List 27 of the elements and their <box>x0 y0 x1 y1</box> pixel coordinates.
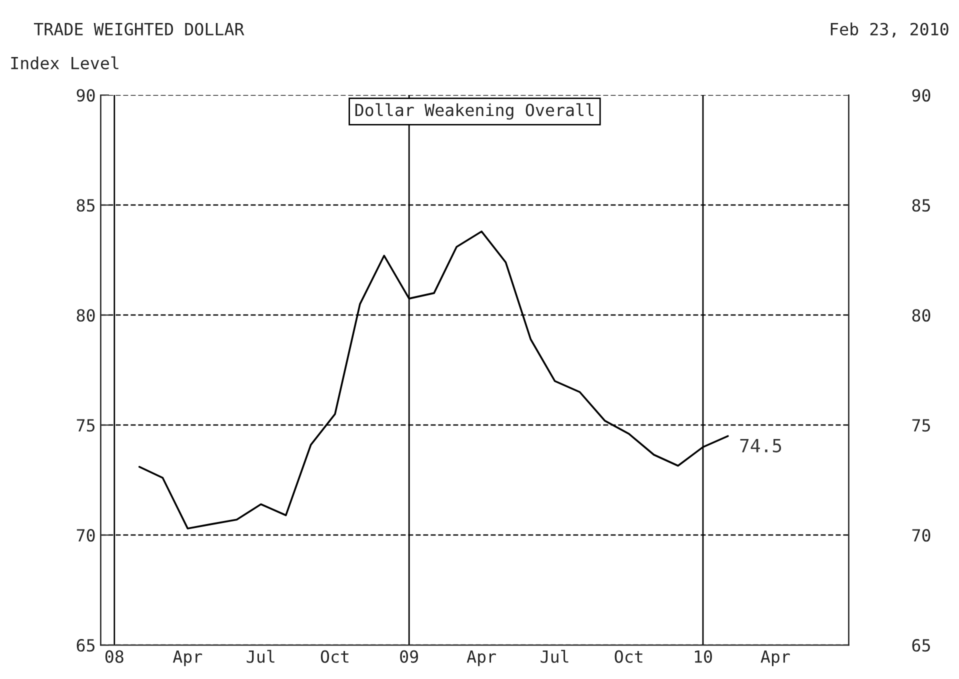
x-tick-label: Jul <box>540 650 568 663</box>
chart-title: TRADE WEIGHTED DOLLAR <box>34 22 244 36</box>
y-tick-label: 80 <box>76 309 95 322</box>
x-tick-label: 10 <box>694 650 712 663</box>
text: Feb 23, 2010 <box>830 22 948 38</box>
y2-tick-label: 70 <box>912 529 930 542</box>
x-tick-label: Apr <box>466 650 496 666</box>
y2-tick-label: 85 <box>912 199 930 212</box>
y2-tick-label: 65 <box>912 639 930 652</box>
x-tick-label: 08 <box>105 650 124 663</box>
y-tick-label: 85 <box>76 199 94 212</box>
y2-tick-label: 90 <box>912 89 930 102</box>
y2-tick-label: 75 <box>912 419 930 432</box>
x-tick-label: 09 <box>400 650 418 663</box>
x-tick-label: Jul <box>246 650 274 663</box>
y-tick-label: 65 <box>76 639 94 652</box>
x-tick-label: Oct <box>614 650 642 663</box>
annotation: Dollar Weakening Overall <box>355 103 594 120</box>
x-tick-label: Apr <box>172 650 202 666</box>
y-tick-label: 75 <box>76 419 94 432</box>
annotation: 74.5 <box>740 439 782 452</box>
y-axis-title: Index Level <box>11 56 118 70</box>
y-tick-label: 70 <box>76 529 95 542</box>
x-tick-label: Oct <box>320 650 348 663</box>
y2-tick-label: 80 <box>912 309 930 322</box>
y-tick-label: 90 <box>76 89 95 102</box>
x-tick-label: Apr <box>760 650 790 666</box>
